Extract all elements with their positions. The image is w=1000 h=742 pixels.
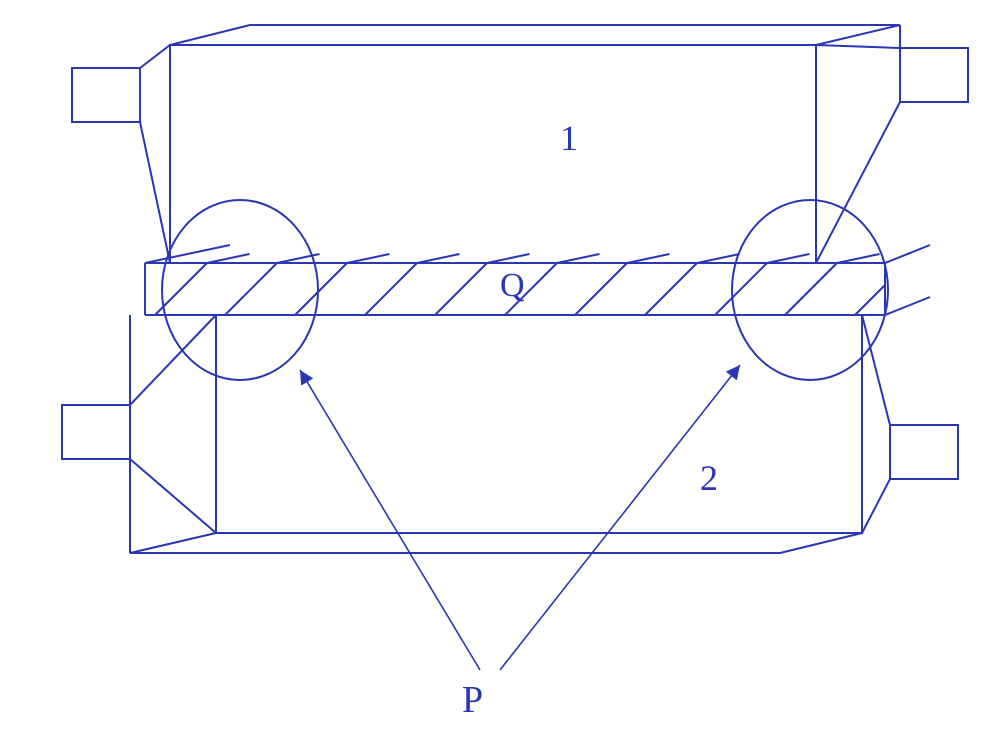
label-upper: 1 <box>560 118 578 158</box>
label-Q: Q <box>500 267 525 304</box>
label-P: P <box>462 679 483 721</box>
diagram-canvas: 1 2 Q P <box>0 0 1000 742</box>
label-lower: 2 <box>700 458 718 498</box>
